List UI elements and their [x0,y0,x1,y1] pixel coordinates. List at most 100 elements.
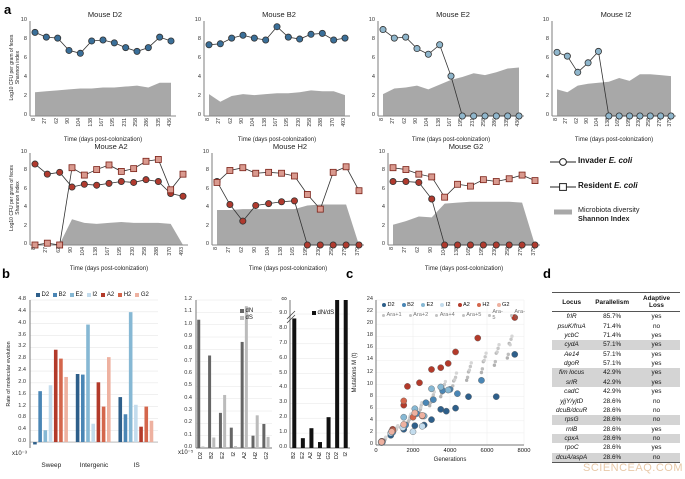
resident-data-point [93,166,101,173]
x-tick-label: 231 [121,118,128,127]
x-tick-label: 195 [110,118,117,127]
y-tick-label: 0.8 [184,345,192,352]
x-tick-label: 0 [374,448,378,454]
invader-data-point [167,37,175,45]
y-tick-label: 6.0 [279,354,287,361]
x-axis-title: Time (days post-colonization) [63,137,143,143]
table-cell-parallelism: 42.9% [591,368,634,378]
invader-data-point [389,178,397,186]
y-tick-label: 0 [23,112,27,118]
invader-data-point [413,45,421,53]
x-tick-label: 90 [427,247,434,253]
x-tick-label: 167 [105,247,111,256]
invader-data-point [479,241,487,249]
y-tick-label: 3.2 [18,343,26,350]
y-tick-label: 1.0 [279,429,287,436]
scatter-point-G2 [418,412,426,419]
bar-dN-G2 [262,423,266,448]
resident-data-point [43,239,51,247]
invader-data-point [441,241,449,249]
legend-item-G2: G2 [135,292,149,298]
timeseries-title: Mouse G2 [448,142,484,151]
legend-item-I2: I2 [86,292,97,298]
invader-data-point [355,241,363,249]
x-tick-label: 8 [31,118,37,121]
legend-text: dN/dS [317,310,335,316]
bar-dN-D2 [197,319,201,448]
x-tick-label: 258 [481,118,487,127]
x-tick-label: 195 [625,118,632,127]
y-tick-label: 4.8 [18,296,26,302]
bar-dN-H2 [251,435,255,448]
y-tick-label: 0.0 [18,438,26,445]
x-tick-label: 62 [401,118,408,124]
y-tick-label: 2 [545,93,549,99]
invader-data-point [481,112,489,120]
legend-item-Ara-5: Ara-5 [488,309,503,321]
y-tick-label: 8 [369,392,373,399]
y-tick-label: 1.6 [18,390,26,397]
y-tick-label: 0.6 [184,370,192,376]
invader-data-point [105,179,113,187]
watermark: SCIENCEAQ.COM [583,462,684,474]
legend-item-A2: A2 [101,292,114,298]
x-tick-label: 493 [341,118,347,127]
x-axis-title: Time (days post-colonization) [237,137,317,143]
invader-data-point [265,200,273,208]
invader-data-point [574,68,582,76]
table-cell-parallelism: 85.7% [603,313,622,321]
invader-data-point [415,178,423,186]
x-tick-label: 230 [295,118,302,127]
y-tick-label: 0 [371,112,375,118]
resident-data-point [278,169,285,177]
x-tick-label: 230 [492,247,499,256]
invader-data-point [239,217,247,225]
y-tick-label: 8 [371,36,375,42]
invader-data-point [296,35,304,43]
x-tick-label: 62 [414,247,421,253]
table-cell-locus: rpsG [552,415,592,425]
scatter-point-I2 [418,422,426,430]
group-label-intergenic: Intergenic [79,462,109,469]
table-cell-adaptive-loss: yes [633,377,680,387]
bar-dN-E2 [218,412,222,448]
bar-A2-sweep [53,349,58,443]
x-tick-label: 167 [273,118,279,127]
invader-data-point [239,31,247,39]
y-tick-label: 2 [205,222,209,229]
y-axis-exponent: x10⁻³ [12,451,27,457]
x-tick-label: 104 [424,118,431,127]
x-tick-label: 195 [303,247,310,256]
legend-item-E2: E2 [421,302,433,308]
legend-item-Ara+5: Ara+5 [461,309,481,321]
timeseries-panel-mouse-b2: Mouse B2 10 8 6 4 2 0 8 27 62 90 104 138 167 195 230 258… [195,10,354,143]
table-cell-parallelism: 57.1% [603,360,622,368]
invader-data-point [179,192,187,200]
table-cell-adaptive-loss: yes [633,368,680,378]
scatter-point-Ara-6 [497,343,501,347]
y-tick-label: 8 [23,167,27,174]
invader-data-point [402,178,410,186]
invader-data-point [492,241,500,249]
x-tick-label: 27 [390,118,397,124]
invader-data-point [428,195,436,203]
x-tick-label: 230 [129,247,136,256]
legend-text: B2 [58,292,67,298]
invader-data-point [316,241,324,249]
legend-swatch [70,293,75,297]
invader-data-point [303,241,311,249]
scatter-point-Ara+2 [483,355,487,359]
invader-data-point [341,34,349,42]
y-axis-title: Mutations M (t) [352,352,358,393]
table-row: dgoR 57.1% yes [552,359,680,368]
invader-data-point [65,46,73,54]
legend-label-shannon-line2: Shannon Index [578,213,630,223]
legend-item-dS: dS [240,315,253,321]
resident-data-point [80,171,88,179]
bar-B2-intergenic [81,374,85,443]
table-cell-parallelism: 28.6% [591,415,634,425]
resident-symbol-icon [548,181,578,192]
scatter-point-D2 [492,393,500,400]
invader-data-point [284,33,292,41]
table-cell-parallelism: 57.1% [591,340,634,350]
